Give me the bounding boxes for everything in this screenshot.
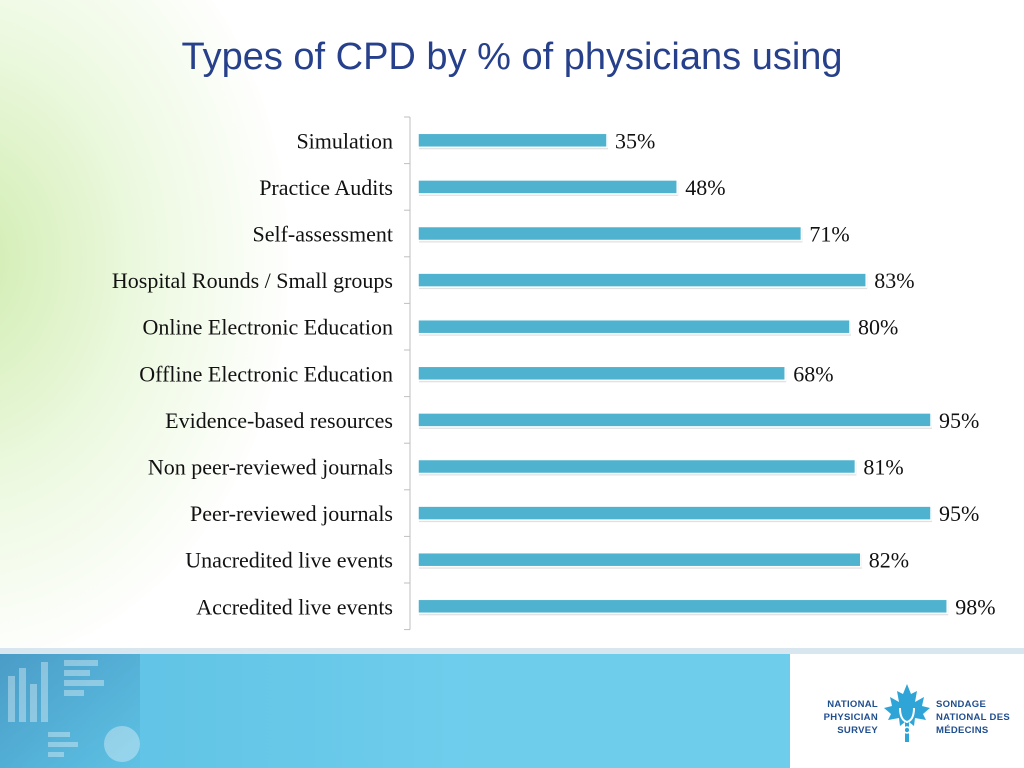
bar <box>417 179 678 195</box>
chart-axis <box>404 116 411 631</box>
logo-line: NATIONAL DES <box>936 712 1010 723</box>
data-label: 98% <box>955 594 995 619</box>
bar <box>417 132 608 149</box>
bar-chart: Simulation 35% Practice Audits 48% Self-asse… <box>112 116 996 631</box>
data-label: 81% <box>863 455 903 480</box>
category-label: Simulation <box>296 128 393 153</box>
data-label: 80% <box>858 315 898 340</box>
chart-labels: Simulation 35% Practice Audits 48% Self-asse… <box>112 128 996 619</box>
category-label: Peer-reviewed journals <box>190 501 393 526</box>
logo-text-english: NATIONAL PHYSICIAN SURVEY <box>798 698 878 737</box>
data-label: 48% <box>685 175 725 200</box>
chart-title: Types of CPD by % of physicians using <box>181 36 843 78</box>
category-label: Evidence-based resources <box>165 408 393 433</box>
logo-line: SURVEY <box>837 725 878 736</box>
data-label: 68% <box>793 361 833 386</box>
decorative-graphics-icon <box>0 654 140 768</box>
logo-line: SONDAGE <box>936 699 987 710</box>
footer: NATIONAL PHYSICIAN SURVEY SONDAGE NATION… <box>0 648 1024 768</box>
data-label: 95% <box>939 501 979 526</box>
bar <box>417 225 803 242</box>
logo-text-french: SONDAGE NATIONAL DES MÉDECINS <box>936 698 1022 737</box>
bar <box>417 365 786 382</box>
maple-leaf-stethoscope-icon <box>884 684 930 742</box>
category-label: Self-assessment <box>252 222 393 247</box>
footer-divider <box>0 648 1024 654</box>
category-label: Hospital Rounds / Small groups <box>112 268 393 293</box>
survey-logo: NATIONAL PHYSICIAN SURVEY SONDAGE NATION… <box>790 654 1024 768</box>
data-label: 95% <box>939 408 979 433</box>
category-label: Practice Audits <box>259 175 393 200</box>
data-label: 71% <box>809 222 849 247</box>
category-label: Non peer-reviewed journals <box>148 455 393 480</box>
bar <box>417 412 932 428</box>
data-label: 35% <box>615 128 655 153</box>
bar <box>417 272 867 288</box>
bar <box>417 458 857 475</box>
logo-line: NATIONAL <box>827 699 878 710</box>
logo-line: MÉDECINS <box>936 725 989 736</box>
bar <box>417 551 862 568</box>
data-label: 82% <box>869 548 909 573</box>
chart-bars <box>417 132 949 616</box>
logo-line: PHYSICIAN <box>823 712 878 723</box>
category-label: Accredited live events <box>196 594 393 619</box>
category-label: Unacredited live events <box>185 548 393 573</box>
category-label: Offline Electronic Education <box>139 361 393 386</box>
footer-banner <box>0 654 790 768</box>
bar <box>417 318 851 335</box>
bar <box>417 505 932 521</box>
data-label: 83% <box>874 268 914 293</box>
bar <box>417 598 948 615</box>
category-label: Online Electronic Education <box>143 315 393 340</box>
